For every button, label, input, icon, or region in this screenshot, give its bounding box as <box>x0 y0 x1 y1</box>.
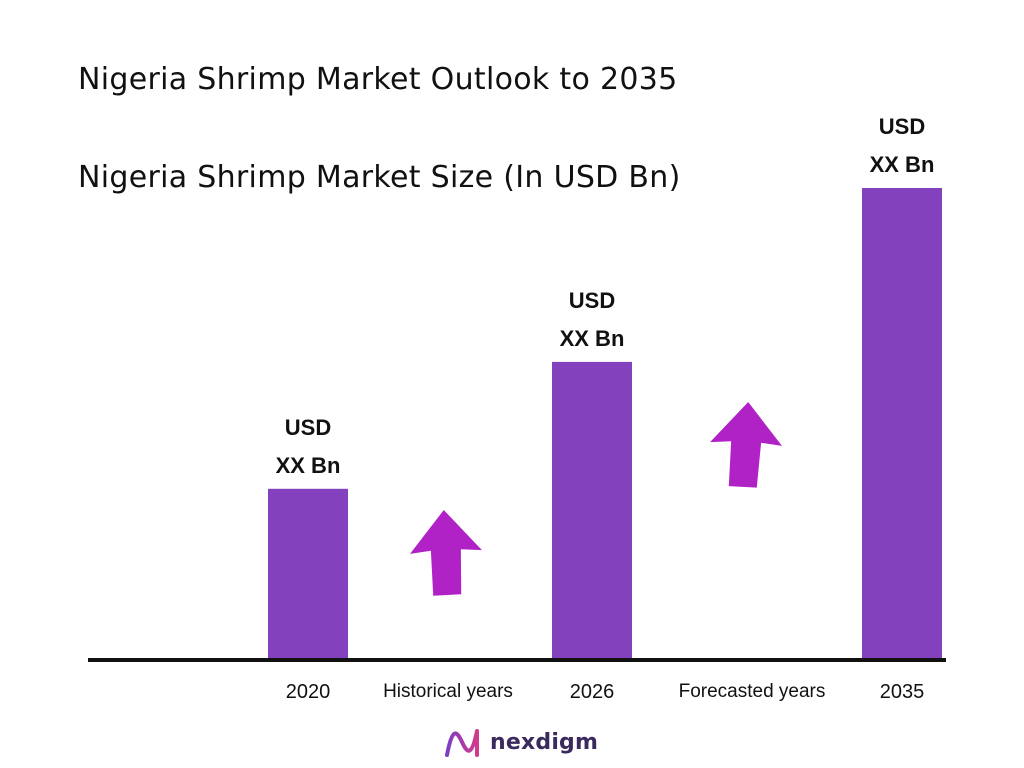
data-label-2020-line-1: USD <box>285 415 331 440</box>
nexdigm-wave-logo-icon <box>445 729 479 757</box>
x-tick-label-2035: 2035 <box>880 681 925 703</box>
labels-layer: USD XX Bn 2020 USD XX Bn 2026 USD XX Bn 2035 Hist… <box>276 114 935 703</box>
bar-2020 <box>268 488 348 658</box>
arrows-layer <box>410 402 782 596</box>
period-label-1: Historical years <box>383 681 513 702</box>
data-label-2035-line-1: USD <box>879 114 925 139</box>
chart-title: Nigeria Shrimp Market Outlook to 2035 <box>78 62 678 97</box>
x-tick-label-2026: 2026 <box>570 681 615 703</box>
data-label-2026-line-2: XX Bn <box>560 326 625 351</box>
data-label-2026-line-1: USD <box>569 288 615 313</box>
chart-subtitle: Nigeria Shrimp Market Size (In USD Bn) <box>78 160 681 195</box>
trend-arrow-up-1 <box>410 510 482 596</box>
brand-logo: nexdigm <box>444 724 598 760</box>
bars-layer <box>268 188 942 658</box>
x-tick-label-2020: 2020 <box>286 681 331 703</box>
brand-name: nexdigm <box>490 729 599 755</box>
trend-arrow-up-2 <box>710 402 782 488</box>
bar-2035 <box>862 188 942 658</box>
data-label-2020-line-2: XX Bn <box>276 453 341 478</box>
bar-2026 <box>552 361 632 658</box>
period-label-2: Forecasted years <box>679 681 826 702</box>
data-label-2035-line-2: XX Bn <box>870 152 935 177</box>
